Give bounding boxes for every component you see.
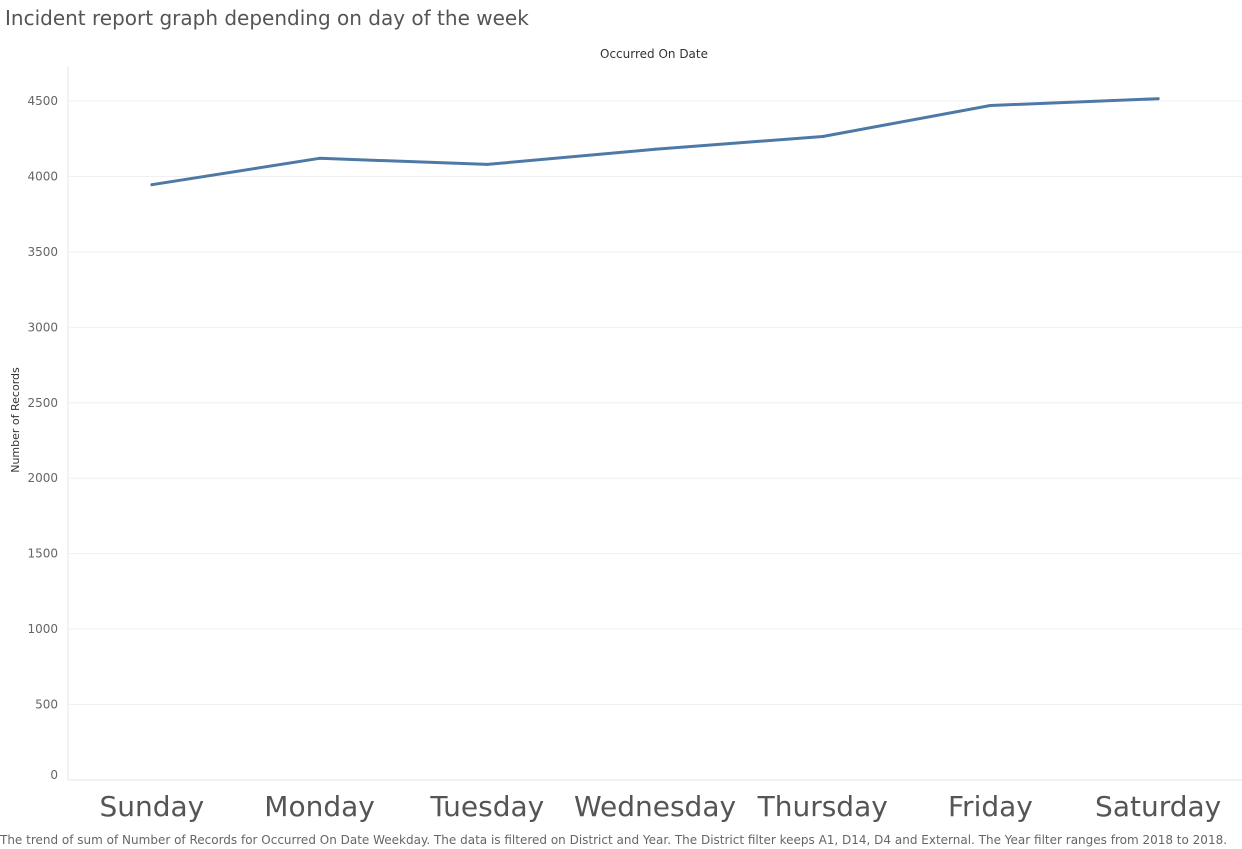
data-point: [1156, 97, 1160, 101]
x-tick-label: Saturday: [1095, 790, 1221, 823]
y-tick-label: 4000: [27, 169, 58, 183]
data-point: [821, 134, 825, 138]
y-axis-label: Number of Records: [9, 367, 22, 473]
x-tick-label: Monday: [264, 790, 375, 823]
x-tick-label: Wednesday: [574, 790, 736, 823]
y-tick-label: 1500: [27, 547, 58, 561]
y-tick-label: 1000: [27, 622, 58, 636]
x-tick-label: Thursday: [757, 790, 888, 823]
series-line: [150, 97, 1160, 187]
y-tick-label: 3000: [27, 320, 58, 334]
column-header: Occurred On Date: [600, 47, 708, 61]
data-point: [653, 147, 657, 151]
y-tick-label: 4500: [27, 94, 58, 108]
data-point: [150, 183, 154, 187]
x-tick-label: Tuesday: [429, 790, 544, 823]
y-tick-label: 2000: [27, 471, 58, 485]
data-point: [485, 162, 489, 166]
y-tick-label: 500: [35, 698, 58, 712]
y-tick-label: 2500: [27, 396, 58, 410]
y-tick-label: 3500: [27, 245, 58, 259]
y-tick-label: 0: [50, 768, 58, 782]
chart-caption: The trend of sum of Number of Records fo…: [0, 833, 1228, 847]
x-tick-label: Sunday: [99, 790, 204, 823]
x-tick-label: Friday: [948, 790, 1033, 823]
data-point: [988, 104, 992, 108]
chart-title: Incident report graph depending on day o…: [5, 6, 529, 30]
data-point: [318, 156, 322, 160]
